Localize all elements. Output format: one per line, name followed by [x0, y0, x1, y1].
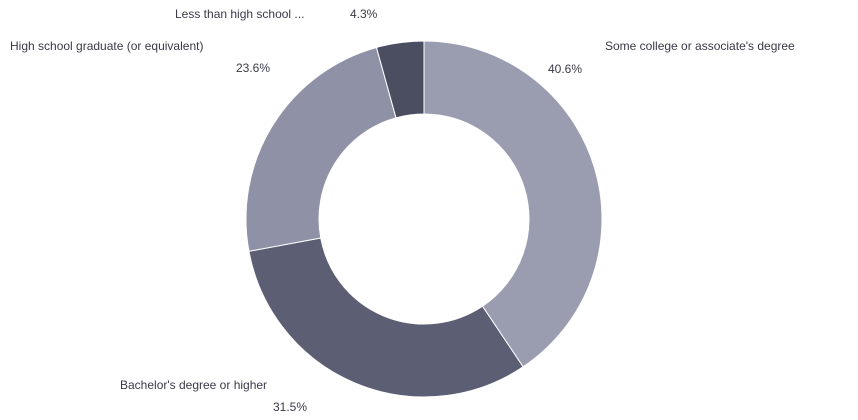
- slice-label-bachelors: Bachelor's degree or higher 31.5%: [120, 378, 307, 414]
- slice-some-college-or-associate-s-degree: [423, 40, 603, 368]
- slice-high-school-graduate-or-equivalent: [245, 46, 397, 252]
- slice-bachelor-s-degree-or-higher: [248, 237, 524, 398]
- slice-less-than-high-school: [375, 40, 425, 119]
- slice-label-name: Less than high school ...: [175, 7, 304, 21]
- slice-group: [245, 40, 603, 398]
- slice-label-name: Some college or associate's degree: [605, 39, 795, 53]
- slice-label-value: 4.3%: [350, 7, 378, 21]
- slice-label-some-college: Some college or associate's degree 40.6%: [548, 39, 795, 76]
- slice-label-high-school: High school graduate (or equivalent) 23.…: [10, 39, 270, 75]
- slice-label-name: High school graduate (or equivalent): [10, 39, 203, 53]
- slice-label-less-than-high-school: Less than high school ... 4.3%: [175, 7, 378, 21]
- slice-label-value: 23.6%: [236, 61, 270, 75]
- slice-label-name: Bachelor's degree or higher: [120, 378, 267, 392]
- slice-label-value: 40.6%: [548, 62, 582, 76]
- slice-label-value: 31.5%: [273, 400, 307, 414]
